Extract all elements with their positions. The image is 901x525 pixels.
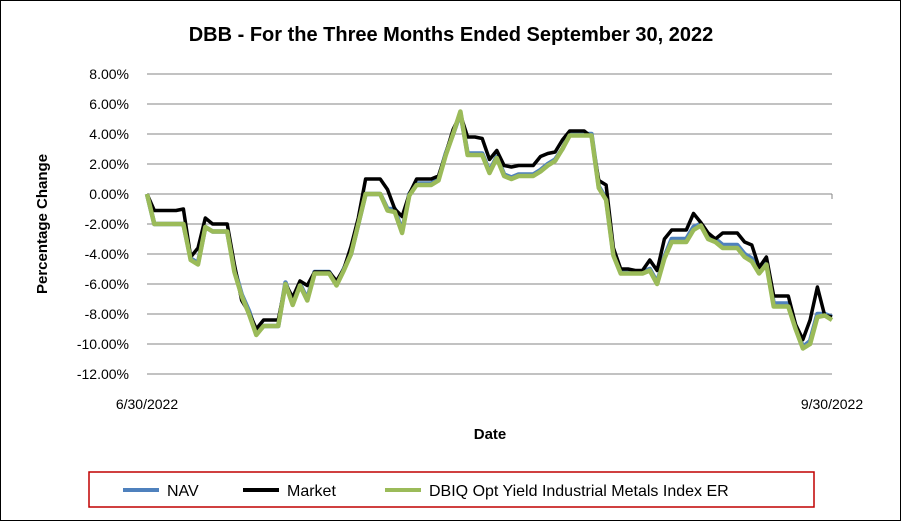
series-lines [144, 109, 834, 351]
y-tick-label: -6.00% [85, 276, 129, 292]
y-tick-label: 0.00% [89, 186, 129, 202]
x-tick-label-end: 9/30/2022 [801, 396, 863, 412]
y-tick-label: -2.00% [85, 216, 129, 232]
legend-label-index: DBIQ Opt Yield Industrial Metals Index E… [429, 483, 729, 500]
y-tick-label: -12.00% [77, 366, 129, 382]
legend-box [88, 471, 815, 508]
legend-label-nav: NAV [167, 483, 199, 500]
y-tick-label: -4.00% [85, 246, 129, 262]
y-tick-label: -10.00% [77, 336, 129, 352]
series-line-market [145, 112, 833, 342]
legend-label-market: Market [287, 483, 336, 500]
y-gridlines [147, 73, 832, 375]
y-tick-label: 6.00% [89, 96, 129, 112]
y-tick-label: 4.00% [89, 126, 129, 142]
x-tick-label-start: 6/30/2022 [116, 396, 178, 412]
x-axis-title: Date [474, 426, 507, 443]
chart-title: DBB - For the Three Months Ended Septemb… [189, 24, 714, 46]
y-tick-label: 8.00% [89, 66, 129, 82]
x-axis [146, 193, 833, 199]
y-tick-label: 2.00% [89, 156, 129, 172]
legend: NAV Market DBIQ Opt Yield Industrial Met… [88, 471, 815, 508]
y-axis-title: Percentage Change [34, 154, 51, 294]
y-tick-labels: 8.00% 6.00% 4.00% 2.00% 0.00% -2.00% -4.00% -6.… [77, 66, 129, 382]
y-tick-label: -8.00% [85, 306, 129, 322]
series-line-index [144, 109, 834, 351]
